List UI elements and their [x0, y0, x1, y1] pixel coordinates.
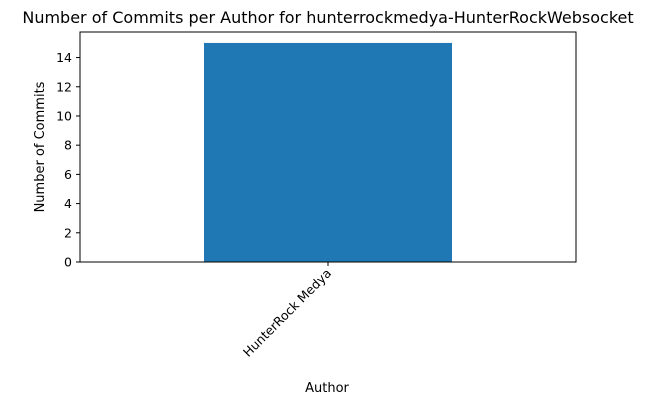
bar-0	[204, 42, 452, 263]
y-tick-label: 4	[64, 196, 72, 211]
x-axis-label: Author	[305, 381, 349, 396]
chart-title: Number of Commits per Author for hunterr…	[22, 8, 633, 27]
y-tick-label: 8	[64, 138, 72, 153]
y-tick-label: 2	[64, 225, 72, 240]
y-tick-label: 10	[56, 108, 72, 123]
y-tick-label: 0	[64, 255, 72, 270]
plot-frame	[79, 31, 577, 263]
y-axis-label: Number of Commits	[33, 81, 48, 212]
y-tick-label: 12	[56, 79, 72, 94]
y-tick-label: 14	[56, 50, 72, 65]
x-axis: HunterRock Medya	[240, 262, 334, 360]
x-tick-label: HunterRock Medya	[240, 266, 334, 360]
y-axis: 0 2 4 6 8 10 12 14	[56, 50, 80, 270]
y-tick-label: 6	[64, 167, 72, 182]
bar-group	[204, 42, 452, 263]
